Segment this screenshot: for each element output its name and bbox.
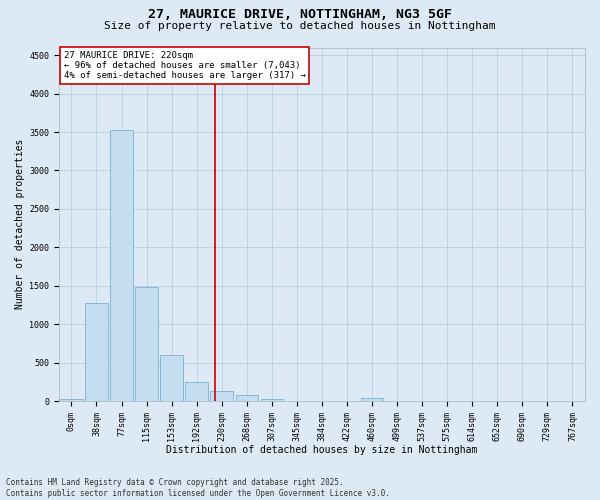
Bar: [260, 399, 283, 401]
Text: 27 MAURICE DRIVE: 220sqm
← 96% of detached houses are smaller (7,043)
4% of semi: 27 MAURICE DRIVE: 220sqm ← 96% of detach…: [64, 50, 306, 80]
Text: Contains HM Land Registry data © Crown copyright and database right 2025.
Contai: Contains HM Land Registry data © Crown c…: [6, 478, 390, 498]
Bar: [60, 399, 83, 401]
Bar: [361, 398, 383, 401]
Text: Size of property relative to detached houses in Nottingham: Size of property relative to detached ho…: [104, 21, 496, 31]
Bar: [136, 286, 158, 401]
Y-axis label: Number of detached properties: Number of detached properties: [15, 139, 25, 310]
Bar: [211, 391, 233, 401]
Bar: [185, 382, 208, 401]
Bar: [110, 130, 133, 401]
Bar: [160, 355, 183, 401]
X-axis label: Distribution of detached houses by size in Nottingham: Distribution of detached houses by size …: [166, 445, 478, 455]
Bar: [236, 395, 258, 401]
Bar: [85, 304, 108, 401]
Text: 27, MAURICE DRIVE, NOTTINGHAM, NG3 5GF: 27, MAURICE DRIVE, NOTTINGHAM, NG3 5GF: [148, 8, 452, 20]
